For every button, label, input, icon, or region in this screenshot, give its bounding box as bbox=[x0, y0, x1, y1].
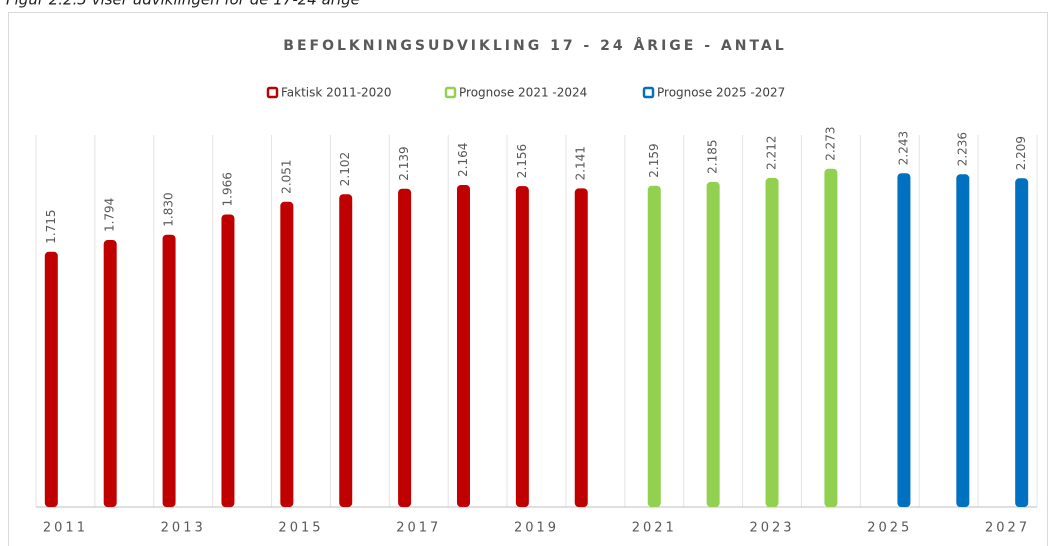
bar bbox=[574, 188, 588, 508]
x-tick-label: 2023 bbox=[749, 521, 794, 536]
legend-label: Prognose 2025 -2027 bbox=[657, 86, 785, 100]
x-tick-label: 2011 bbox=[43, 521, 88, 536]
chart-title: BEFOLKNINGSUDVIKLING 17 - 24 ÅRIGE - ANT… bbox=[283, 37, 786, 54]
bar bbox=[339, 194, 353, 507]
bar bbox=[398, 188, 412, 507]
data-label: 1.794 bbox=[103, 198, 117, 232]
data-label: 2.209 bbox=[1014, 136, 1028, 170]
bar bbox=[456, 184, 470, 507]
x-tick-label: 2027 bbox=[985, 521, 1030, 536]
bar bbox=[103, 240, 117, 507]
x-tick-label: 2021 bbox=[632, 521, 677, 536]
bar bbox=[280, 201, 294, 507]
data-label: 2.185 bbox=[706, 140, 720, 174]
x-tick-label: 2019 bbox=[514, 521, 559, 536]
data-label: 2.156 bbox=[515, 144, 529, 178]
data-label: 2.141 bbox=[574, 146, 588, 180]
data-label: 1.830 bbox=[162, 192, 176, 226]
x-tick-label: 2017 bbox=[396, 521, 441, 536]
caption: Figur 2.2.3 viser udviklingen for de 17-… bbox=[6, 0, 360, 9]
bar bbox=[765, 177, 779, 507]
legend-label: Prognose 2021 -2024 bbox=[459, 86, 587, 100]
x-tick-label: 2015 bbox=[278, 521, 323, 536]
data-label: 1.715 bbox=[44, 209, 58, 243]
x-tick-label: 2013 bbox=[161, 521, 206, 536]
legend-label: Faktisk 2011-2020 bbox=[281, 86, 392, 100]
x-tick-label: 2025 bbox=[867, 521, 912, 536]
data-label: 2.102 bbox=[338, 152, 352, 186]
data-label: 2.139 bbox=[397, 146, 411, 180]
bar bbox=[647, 185, 661, 508]
bar bbox=[956, 174, 970, 507]
data-label: 2.212 bbox=[765, 135, 779, 169]
data-label: 2.273 bbox=[823, 126, 837, 160]
data-label: 2.243 bbox=[896, 131, 910, 165]
bar bbox=[1015, 178, 1029, 508]
legend-swatch bbox=[444, 86, 457, 99]
data-label: 2.159 bbox=[647, 143, 661, 177]
bar bbox=[221, 214, 235, 507]
bar bbox=[897, 173, 911, 508]
bar bbox=[706, 181, 720, 507]
data-label: 2.164 bbox=[456, 143, 470, 177]
bar bbox=[162, 234, 176, 508]
legend-swatch bbox=[266, 86, 279, 99]
bar bbox=[44, 251, 58, 507]
bar bbox=[824, 168, 838, 508]
legend-swatch bbox=[642, 86, 655, 99]
data-label: 1.966 bbox=[220, 172, 234, 206]
bar bbox=[515, 186, 529, 507]
data-label: 2.236 bbox=[955, 132, 969, 166]
data-label: 2.051 bbox=[279, 159, 293, 193]
